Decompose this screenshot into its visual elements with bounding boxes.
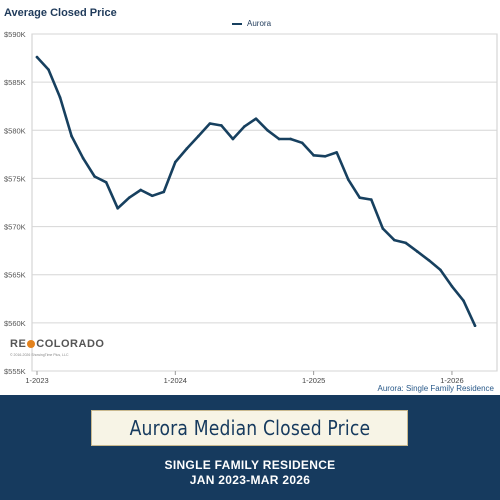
y-tick-label: $575K: [4, 174, 26, 183]
data-point: [93, 175, 96, 178]
data-point: [127, 196, 131, 199]
data-point: [335, 151, 338, 154]
y-tick-label: $565K: [4, 271, 26, 280]
data-point: [208, 122, 212, 125]
data-point: [473, 324, 477, 328]
data-point: [358, 196, 362, 199]
data-point: [47, 68, 50, 71]
x-tick-label: 1-2025: [302, 376, 325, 385]
chart-title: Average Closed Price: [4, 7, 117, 19]
line-chart: $555K $560K $565K $570K $575K $580K $585K $590K…: [4, 30, 498, 385]
data-point: [150, 194, 154, 198]
data-point: [162, 190, 166, 194]
y-tick-label: $590K: [4, 30, 26, 39]
data-point: [439, 268, 442, 272]
data-point: [185, 147, 189, 150]
data-point: [346, 178, 350, 181]
data-point: [266, 128, 269, 132]
data-point: [116, 206, 119, 210]
legend-label: Aurora: [247, 19, 272, 28]
data-point: [81, 156, 85, 160]
x-tick-label: 1-2026: [440, 376, 463, 385]
y-tick-label: $580K: [4, 126, 26, 135]
data-point: [174, 160, 177, 164]
data-point: [35, 55, 39, 59]
data-point: [323, 154, 327, 158]
data-point: [289, 137, 292, 141]
title-banner: Aurora Median Closed Price: [91, 410, 408, 446]
data-point: [393, 238, 396, 242]
legend-swatch: [232, 22, 242, 25]
data-point: [416, 250, 419, 253]
series-line-aurora: [35, 55, 477, 328]
y-tick-label: $570K: [4, 223, 26, 232]
logo-text-re: RE: [10, 338, 27, 350]
data-point: [427, 258, 431, 262]
data-point: [197, 134, 200, 138]
x-tick-label: 1-2024: [164, 376, 187, 385]
logo-copyright: © 2016-2026 ShowingTime Plus, LLC: [10, 353, 69, 357]
data-point: [404, 241, 408, 245]
subtitle-date-range: JAN 2023-MAR 2026: [189, 473, 311, 487]
data-point: [139, 188, 143, 192]
legend: Aurora: [232, 19, 271, 28]
data-point: [462, 299, 465, 303]
y-tick-label: $560K: [4, 319, 26, 328]
data-point: [231, 137, 235, 141]
data-point: [243, 125, 246, 128]
chart-area: Average Closed Price Aurora $555K $560K $5…: [4, 7, 498, 393]
data-point: [277, 137, 281, 141]
data-point: [312, 154, 315, 157]
data-point: [70, 134, 73, 138]
data-point: [450, 284, 454, 288]
plot-border: [31, 33, 498, 372]
subtitle-property-type: SINGLE FAMILY RESIDENCE: [164, 458, 336, 472]
logo-text-colorado: COLORADO: [36, 338, 105, 350]
y-tick-label: $555K: [4, 367, 26, 376]
data-point: [220, 124, 223, 127]
data-point: [58, 96, 62, 99]
data-point: [104, 180, 108, 184]
data-point: [369, 198, 373, 201]
data-point: [381, 227, 385, 230]
data-point: [300, 141, 304, 145]
x-tick-label: 1-2023: [25, 376, 48, 385]
data-point: [254, 117, 258, 121]
chart-caption: Aurora: Single Family Residence: [377, 384, 495, 393]
re-colorado-logo: RE COLORADO: [10, 338, 104, 350]
banner-title: Aurora Median Closed Price: [129, 416, 370, 440]
y-tick-label: $585K: [4, 78, 26, 87]
logo-dot-icon: [27, 340, 36, 348]
